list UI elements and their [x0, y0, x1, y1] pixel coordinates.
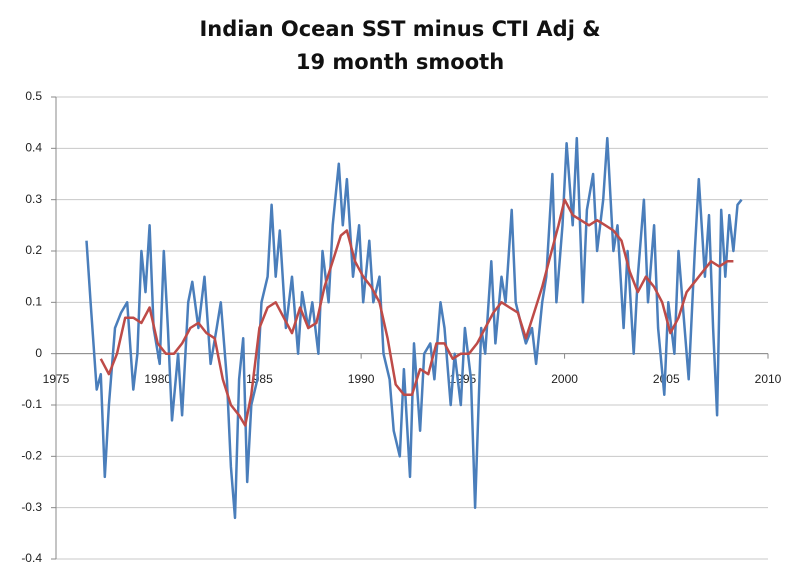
x-tick-label: 1985 — [246, 372, 273, 386]
chart-title: Indian Ocean SST minus CTI Adj & — [199, 17, 600, 41]
series-line — [85, 136, 743, 520]
x-tick-label: 1975 — [43, 372, 70, 386]
y-tick-label: 0.3 — [25, 192, 42, 206]
y-tick-label: -0.3 — [21, 500, 42, 514]
y-tick-label: 0 — [35, 346, 42, 360]
y-tick-label: 0.1 — [25, 295, 42, 309]
x-tick-label: 2010 — [755, 372, 782, 386]
y-tick-label: -0.1 — [21, 397, 42, 411]
y-tick-label: 0.5 — [25, 89, 42, 103]
y-tick-label: 0.2 — [25, 243, 42, 257]
y-tick-label: -0.4 — [21, 551, 42, 565]
y-tick-label: -0.2 — [21, 449, 42, 463]
y-tick-label: 0.4 — [25, 141, 42, 155]
x-tick-label: 2005 — [653, 372, 680, 386]
x-tick-label: 2000 — [551, 372, 578, 386]
x-tick-label: 1980 — [144, 372, 171, 386]
x-tick-label: 1990 — [348, 372, 375, 386]
series-line — [99, 198, 734, 427]
chart-title: 19 month smooth — [296, 50, 504, 74]
